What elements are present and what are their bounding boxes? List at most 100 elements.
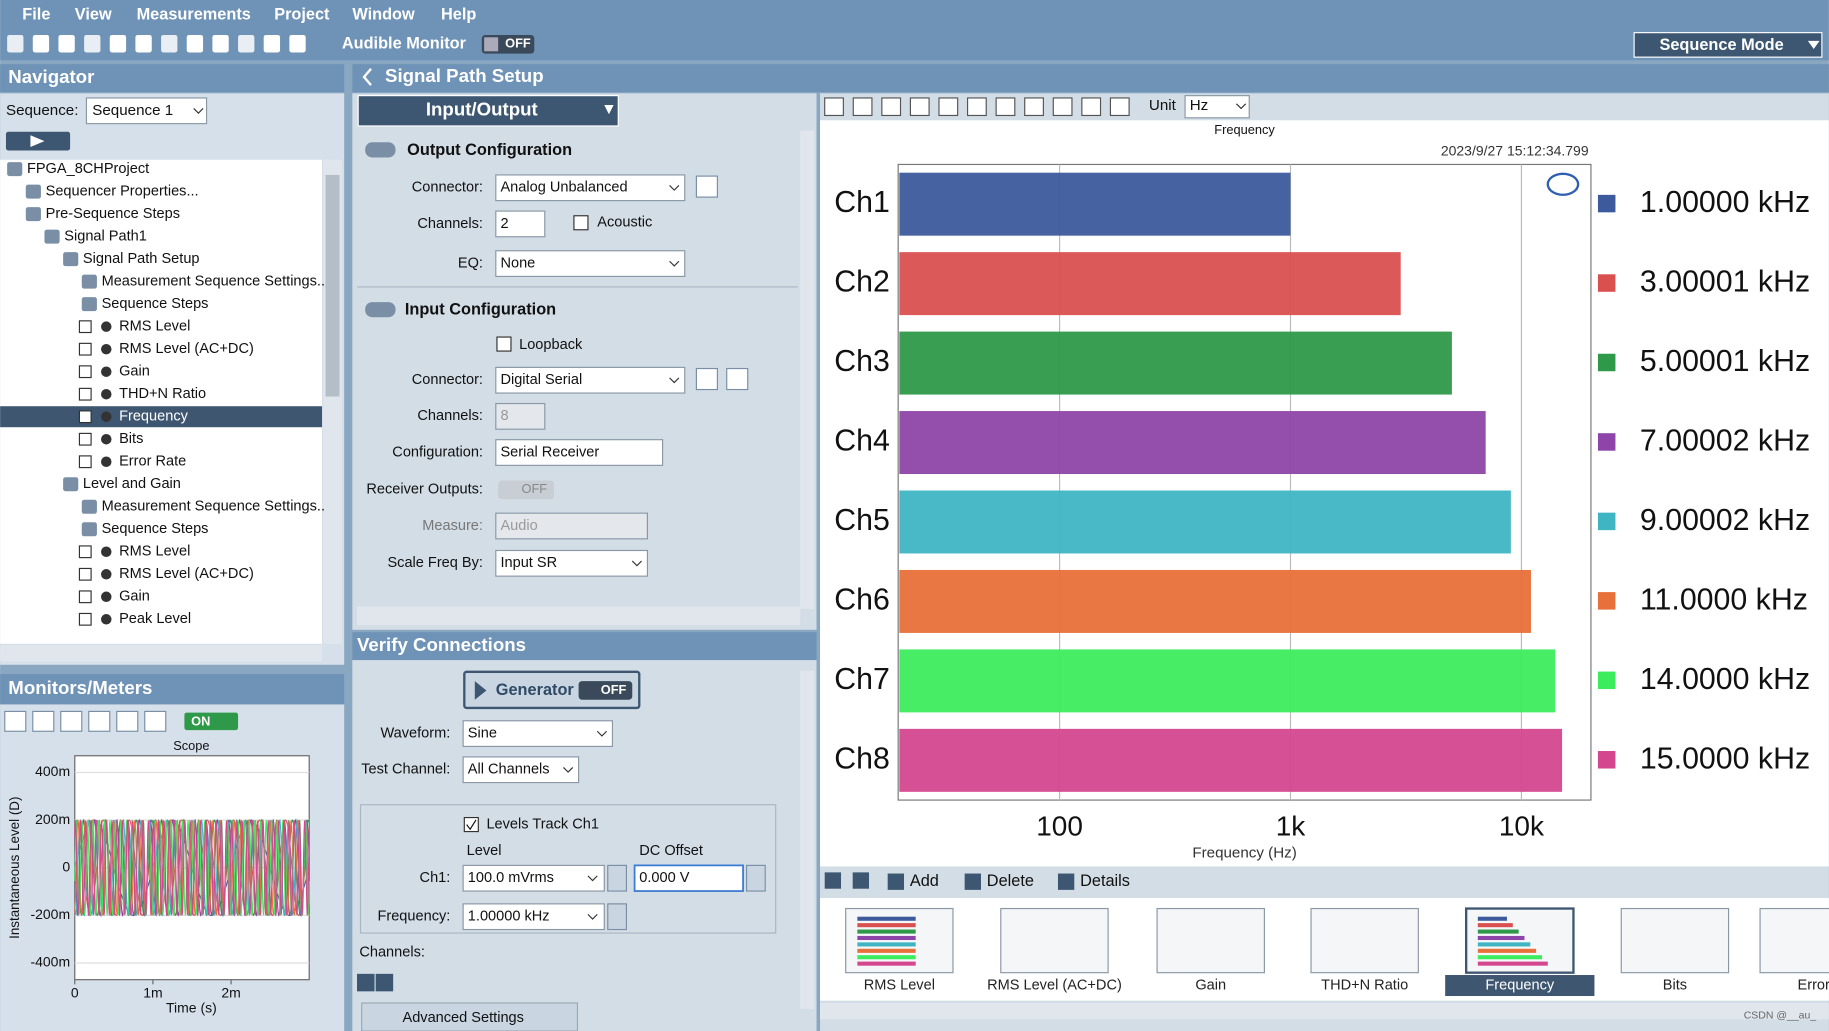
tree-item[interactable]: Pre-Sequence Steps xyxy=(46,206,180,222)
thumbnail[interactable] xyxy=(1000,907,1109,974)
tree-item[interactable]: THD+N Ratio xyxy=(119,386,206,402)
tree-item[interactable]: RMS Level (AC+DC) xyxy=(119,341,254,357)
checkbox[interactable] xyxy=(78,612,92,626)
checkbox[interactable] xyxy=(573,215,589,231)
thumbnail[interactable] xyxy=(1620,907,1730,974)
input-field[interactable] xyxy=(1184,95,1250,119)
monitor-icon[interactable] xyxy=(144,710,167,732)
graph-tool[interactable] xyxy=(1109,97,1130,117)
tree-item[interactable]: Measurement Sequence Settings.. xyxy=(102,274,325,290)
checkbox[interactable] xyxy=(78,590,92,604)
tree-item[interactable]: RMS Level xyxy=(119,319,190,335)
tree-item[interactable]: Gain xyxy=(119,589,150,605)
input-field[interactable] xyxy=(462,756,580,784)
toggle[interactable] xyxy=(578,681,633,700)
tree-item[interactable]: Level and Gain xyxy=(83,476,181,492)
graph-tool[interactable] xyxy=(1081,97,1102,117)
spinner[interactable] xyxy=(607,864,628,892)
thumbnail-label[interactable]: Bits xyxy=(1663,977,1687,993)
toolbar-icon[interactable] xyxy=(32,34,50,53)
tree-item[interactable]: FPGA_8CHProject xyxy=(27,161,149,177)
graph-tool[interactable] xyxy=(966,97,987,117)
toolbar-icon[interactable] xyxy=(263,34,281,53)
thumbnail[interactable] xyxy=(1310,907,1419,974)
thumbnail-label[interactable]: Error xyxy=(1798,977,1829,993)
tab-select[interactable] xyxy=(357,95,619,127)
menu-item[interactable]: Measurements xyxy=(137,5,251,23)
menu-item[interactable]: Project xyxy=(274,5,330,23)
tree-item[interactable]: Bits xyxy=(119,431,143,447)
input-field[interactable] xyxy=(495,402,546,430)
advanced-button[interactable] xyxy=(361,1002,579,1031)
checkbox[interactable] xyxy=(78,365,92,379)
menu-item[interactable]: View xyxy=(75,5,112,23)
label[interactable]: Add xyxy=(910,872,939,890)
monitor-icon[interactable] xyxy=(116,710,139,732)
tree-item[interactable]: RMS Level xyxy=(119,544,190,560)
thumbnail-label[interactable]: Frequency xyxy=(1485,977,1555,993)
thumbnail[interactable] xyxy=(1759,907,1829,974)
spinner[interactable] xyxy=(745,864,766,892)
input-field[interactable] xyxy=(85,97,208,125)
checkbox[interactable] xyxy=(78,432,92,446)
graph-tool[interactable] xyxy=(1024,97,1044,117)
graph-tool[interactable] xyxy=(824,97,844,117)
input-field[interactable] xyxy=(462,720,614,748)
tree-item[interactable]: Error Rate xyxy=(119,454,186,470)
input-field[interactable] xyxy=(495,174,686,202)
tree-item[interactable]: Signal Path1 xyxy=(64,228,147,244)
input-field[interactable] xyxy=(495,250,686,277)
nav-button[interactable] xyxy=(852,872,870,889)
tree-item[interactable]: Signal Path Setup xyxy=(83,251,200,267)
toolbar-icon[interactable] xyxy=(135,34,152,53)
monitor-icon[interactable] xyxy=(88,710,111,732)
tree-item[interactable]: Frequency xyxy=(119,409,189,425)
menu-item[interactable]: Window xyxy=(352,5,415,23)
tree-item[interactable]: Sequence Steps xyxy=(102,296,209,312)
toolbar-icon[interactable] xyxy=(84,34,101,53)
toolbar-icon[interactable] xyxy=(289,34,306,53)
menu-item[interactable]: Help xyxy=(441,5,476,23)
checkbox[interactable] xyxy=(78,387,92,401)
thumbnail-label[interactable]: THD+N Ratio xyxy=(1321,977,1408,993)
graph-tool[interactable] xyxy=(909,97,930,117)
graph-tool[interactable] xyxy=(938,97,959,117)
monitor-icon[interactable] xyxy=(60,710,83,732)
graph-tool[interactable] xyxy=(1052,97,1073,117)
graph-tool[interactable] xyxy=(881,97,902,117)
channel-button[interactable] xyxy=(375,973,394,992)
toggle[interactable] xyxy=(184,712,239,731)
settings-button[interactable] xyxy=(726,367,749,391)
spinner[interactable] xyxy=(607,903,628,931)
input-field[interactable] xyxy=(495,366,686,394)
settings-button[interactable] xyxy=(695,175,718,198)
graph-tool[interactable] xyxy=(852,97,873,117)
toolbar-icon[interactable] xyxy=(109,34,127,53)
toolbar-icon[interactable] xyxy=(7,34,24,53)
toolbar-icon[interactable] xyxy=(58,34,75,53)
tree-item[interactable]: RMS Level (AC+DC) xyxy=(119,566,254,582)
input-field[interactable] xyxy=(634,864,744,892)
thumbnail-label[interactable]: RMS Level xyxy=(864,977,935,993)
checkbox[interactable] xyxy=(78,410,92,424)
thumbnail-label[interactable]: Gain xyxy=(1195,977,1226,993)
tree-item[interactable]: Measurement Sequence Settings.. xyxy=(102,499,325,515)
tree-item[interactable]: Sequence Steps xyxy=(102,521,209,537)
monitor-icon[interactable] xyxy=(4,710,27,732)
thumbnail[interactable] xyxy=(1156,907,1265,974)
label[interactable]: Delete xyxy=(987,872,1034,890)
graph-tool[interactable] xyxy=(995,97,1016,117)
mode-select[interactable] xyxy=(1633,32,1823,58)
toolbar-icon[interactable] xyxy=(238,34,255,53)
input-field[interactable] xyxy=(462,903,605,931)
label[interactable]: Details xyxy=(1080,872,1130,890)
checkbox[interactable] xyxy=(463,816,479,833)
checkbox[interactable] xyxy=(78,567,92,581)
nav-button[interactable] xyxy=(824,872,842,889)
settings-button[interactable] xyxy=(695,367,718,391)
input-field[interactable] xyxy=(495,210,546,238)
checkbox[interactable] xyxy=(78,545,92,559)
checkbox[interactable] xyxy=(496,336,512,352)
toolbar-icon[interactable] xyxy=(212,34,229,53)
tree-item[interactable]: Gain xyxy=(119,364,150,380)
